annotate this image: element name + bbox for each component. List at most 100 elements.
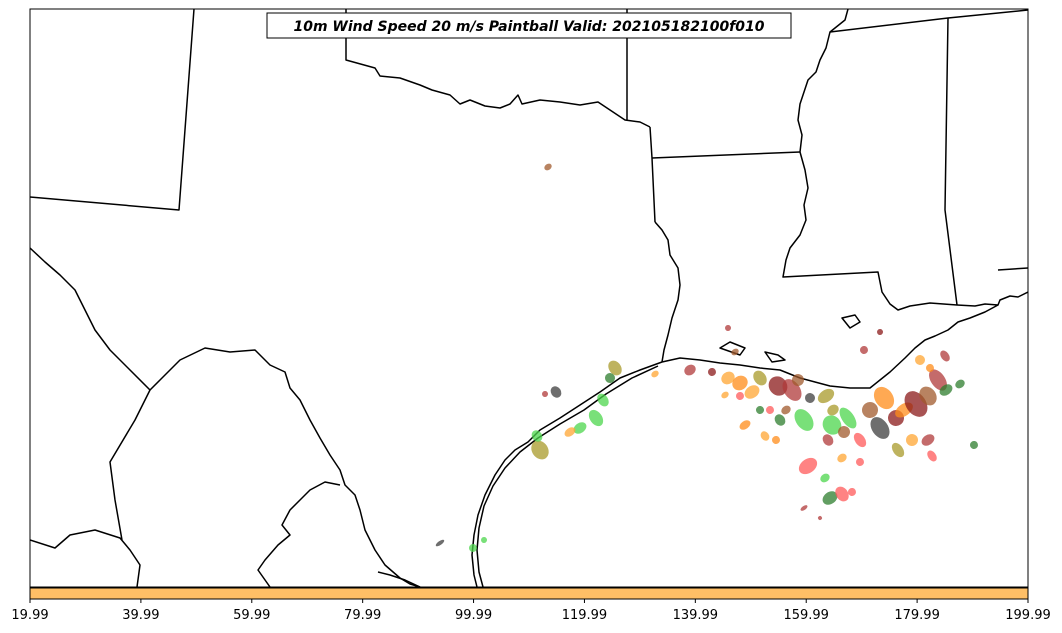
paintball-blob xyxy=(853,432,867,448)
paintball-blob xyxy=(820,473,830,483)
paintball-blob xyxy=(856,458,864,467)
paintball-blob xyxy=(927,450,937,462)
paintball-blob xyxy=(822,434,834,446)
paintball-blob xyxy=(970,440,978,449)
paintball-blob xyxy=(873,386,895,410)
paintball-blob xyxy=(435,539,445,547)
border-mexico-state-1 xyxy=(109,389,151,541)
state-border-tx-la-sabine xyxy=(654,221,681,363)
colorbar-tick-label: 79.99 xyxy=(344,608,381,623)
paintball-blob xyxy=(766,405,774,414)
paintball-blob xyxy=(877,329,883,335)
colorbar-tick-label: 179.99 xyxy=(894,608,940,623)
border-mexico-state-2 xyxy=(30,529,141,587)
paintball-blob xyxy=(839,407,857,429)
title-box: 10m Wind Speed 20 m/s Paintball Valid: 2… xyxy=(266,12,792,39)
paintball-blob xyxy=(800,505,808,511)
paintball-blob xyxy=(940,350,950,362)
paintball-blob xyxy=(588,409,604,427)
paintball-blob xyxy=(756,406,764,414)
paintball-blob xyxy=(929,369,947,391)
paintball-blob xyxy=(774,414,786,426)
paintball-blob xyxy=(835,486,849,502)
map-frame xyxy=(29,8,1029,588)
paintball-blob xyxy=(891,442,905,458)
paintball-blob xyxy=(732,375,748,391)
colorbar-tick-label: 139.99 xyxy=(673,608,719,623)
colorbar-fill xyxy=(29,587,1029,600)
paintball-blob xyxy=(731,348,739,356)
map-title: 10m Wind Speed 20 m/s Paintball Valid: 2… xyxy=(293,19,764,35)
colorbar-tick-label: 159.99 xyxy=(783,608,829,623)
paintball-blob xyxy=(753,370,767,386)
paintball-blob xyxy=(848,488,856,496)
paintball-blob xyxy=(794,409,814,431)
paintball-blob xyxy=(817,388,835,404)
state-border-ar-mo xyxy=(651,151,801,159)
paintball-blob xyxy=(939,384,953,396)
paintball-blob xyxy=(736,392,744,400)
paintball-blob xyxy=(531,440,549,460)
paintball-blob xyxy=(721,391,729,399)
paintball-blob xyxy=(739,420,751,430)
paintball-blob xyxy=(955,379,965,389)
paintball-blob xyxy=(721,371,735,385)
colorbar-tick-label: 119.99 xyxy=(562,608,608,623)
paintball-blob xyxy=(544,163,552,171)
paintball-blob xyxy=(605,373,615,383)
paintball-blob xyxy=(608,360,622,376)
paintball-blob xyxy=(651,370,659,378)
paintball-blob xyxy=(838,426,850,438)
paintball-blob xyxy=(781,405,791,415)
paintball-blob xyxy=(862,402,878,419)
paintball-blob xyxy=(597,393,609,407)
paintball-blob xyxy=(915,355,925,365)
colorbar-tick-label: 39.99 xyxy=(122,608,159,623)
paintball-blob xyxy=(870,417,890,439)
paintball-blob xyxy=(822,491,838,505)
state-border-tn xyxy=(829,9,1028,33)
paintball-blob xyxy=(481,537,487,543)
paintball-blob xyxy=(919,386,937,406)
paintball-blob xyxy=(768,376,788,396)
colorbar: 19.99 39.99 59.99 79.99 99.99 119.99 139.99 159… xyxy=(11,587,1051,623)
paintball-blob xyxy=(805,393,815,404)
border-mexico-state-3 xyxy=(257,481,341,587)
state-border-la-coast xyxy=(661,304,999,389)
paintball-blob xyxy=(684,364,696,376)
paintball-blob xyxy=(921,434,935,446)
paintball-blob xyxy=(573,422,587,434)
paintball-blob xyxy=(906,433,918,446)
state-border-mississippi-river xyxy=(782,9,1028,311)
paintball-blob xyxy=(818,516,822,520)
colorbar-ticks: 19.99 39.99 59.99 79.99 99.99 119.99 139.99 159… xyxy=(11,599,1051,623)
colorbar-tick-label: 99.99 xyxy=(455,608,492,623)
coastline-texas xyxy=(471,361,663,587)
paintball-blob xyxy=(827,404,839,416)
paintball-blob xyxy=(542,391,548,397)
paintball-blob xyxy=(860,346,868,354)
paintball-blob xyxy=(792,374,804,387)
paintball-blob xyxy=(822,415,842,435)
paintball-blob xyxy=(837,453,847,463)
paintball-blob xyxy=(926,364,934,373)
paintball-blob xyxy=(531,430,543,442)
border-rio-grande xyxy=(30,247,421,587)
paintball-blob xyxy=(725,325,731,331)
border-mexico-state-4 xyxy=(377,571,421,587)
paintball-blob xyxy=(772,435,780,444)
state-border-nm-co xyxy=(30,9,195,211)
paintball-blob xyxy=(798,457,818,475)
map-panel: 10m Wind Speed 20 m/s Paintball Valid: 2… xyxy=(29,8,1029,588)
paintball-blob xyxy=(469,544,477,552)
state-border-ok-north xyxy=(345,9,651,128)
paintball-blob xyxy=(550,386,562,398)
state-border-al-fl xyxy=(997,267,1028,271)
paintball-blob xyxy=(760,431,770,441)
paintball-layer xyxy=(435,163,978,552)
colorbar-tick-label: 199.99 xyxy=(1005,608,1051,623)
colorbar-tick-label: 59.99 xyxy=(233,608,270,623)
paintball-blob xyxy=(708,368,716,376)
colorbar-tick-label: 19.99 xyxy=(11,608,48,623)
